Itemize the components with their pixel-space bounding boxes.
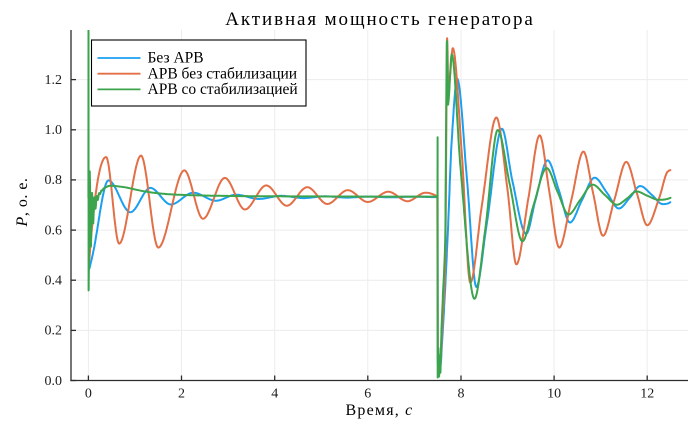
svg-text:Без АРВ: Без АРВ xyxy=(148,50,204,67)
svg-text:0.6: 0.6 xyxy=(45,223,63,238)
svg-text:0.0: 0.0 xyxy=(45,374,63,389)
svg-text:8: 8 xyxy=(458,387,465,402)
svg-text:1.2: 1.2 xyxy=(45,73,63,88)
svg-text:0: 0 xyxy=(85,387,92,402)
svg-text:4: 4 xyxy=(271,387,278,402)
svg-text:Время, c: Время, c xyxy=(346,402,414,419)
svg-text:10: 10 xyxy=(547,387,561,402)
svg-text:Активная мощность генератора: Активная мощность генератора xyxy=(225,9,534,30)
svg-text:0.4: 0.4 xyxy=(45,274,63,289)
svg-text:АРВ со стабилизацией: АРВ со стабилизацией xyxy=(148,81,298,98)
svg-text:6: 6 xyxy=(364,387,371,402)
svg-text:12: 12 xyxy=(640,387,654,402)
svg-text:1.0: 1.0 xyxy=(45,123,63,138)
svg-text:0.8: 0.8 xyxy=(45,173,63,188)
svg-text:АРВ без стабилизации: АРВ без стабилизации xyxy=(148,65,298,82)
svg-text:2: 2 xyxy=(178,387,185,402)
svg-text:P, о. е.: P, о. е. xyxy=(14,178,31,228)
svg-text:0.2: 0.2 xyxy=(45,324,63,339)
